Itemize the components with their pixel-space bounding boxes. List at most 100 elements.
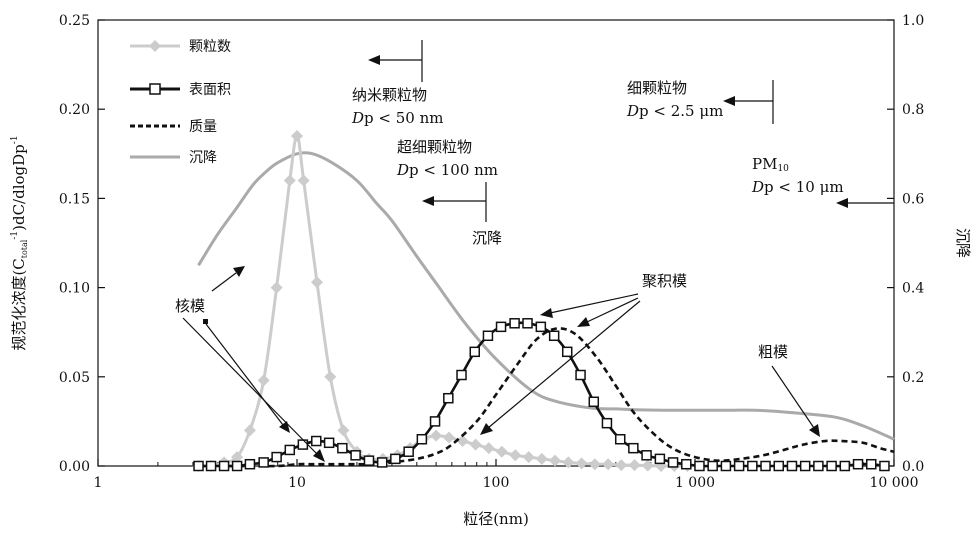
y-label-sub: total xyxy=(20,239,29,258)
annotation-fine: 细颗粒物 xyxy=(627,79,687,97)
data-point-square xyxy=(323,437,335,449)
data-point-square xyxy=(205,460,217,472)
annotation-ultra: 超细颗粒物 xyxy=(397,138,472,156)
y2-tick-label: 1.0 xyxy=(902,13,924,29)
data-point-diamond xyxy=(324,370,337,383)
x-tick-label: 1 xyxy=(94,475,103,491)
annotation-fine-dp: Dp < 2.5 μm xyxy=(626,102,723,120)
data-point-square xyxy=(852,458,864,470)
y2-tick-label: 0.2 xyxy=(902,370,924,386)
data-point-square xyxy=(390,453,401,465)
data-point-square xyxy=(681,458,692,470)
data-point-diamond xyxy=(257,374,270,387)
legend-diamond-icon xyxy=(149,40,161,52)
annotation-coarse: 粗模 xyxy=(758,343,788,361)
data-point-diamond xyxy=(562,456,575,469)
data-point-square xyxy=(456,369,467,381)
data-point-square xyxy=(469,346,480,358)
data-point-square xyxy=(707,460,718,472)
series-3 xyxy=(197,151,895,441)
data-point-square xyxy=(337,442,348,454)
data-point-square xyxy=(561,346,573,358)
legend-label-3: 沉降 xyxy=(189,150,217,166)
annotation-ultra-dp: Dp < 100 nm xyxy=(396,161,498,179)
data-point-square xyxy=(773,460,785,472)
data-point-square xyxy=(614,433,626,445)
data-point-square xyxy=(509,318,520,329)
data-point-square xyxy=(231,460,243,472)
annotations: 纳米颗粒物 Dp < 50 nm 超细颗粒物 Dp < 100 nm 沉降 细颗… xyxy=(175,40,894,462)
y-tick-label: 0.00 xyxy=(59,459,90,475)
data-point-square xyxy=(311,435,322,447)
data-point-diamond xyxy=(283,174,296,187)
data-point-diamond xyxy=(522,451,535,464)
y2-tick-label: 0.6 xyxy=(902,191,924,207)
data-point-square xyxy=(258,457,269,468)
data-point-square xyxy=(244,458,256,470)
data-point-diamond xyxy=(641,459,654,472)
data-point-diamond xyxy=(628,459,641,472)
data-point-diamond xyxy=(602,458,615,471)
data-point-square xyxy=(522,318,533,329)
data-point-square xyxy=(548,330,560,342)
data-point-square xyxy=(839,460,851,472)
data-point-diamond xyxy=(291,129,303,142)
y-label-part2: )dC/dlogDp xyxy=(10,144,28,231)
data-point-square xyxy=(667,457,679,468)
data-point-diamond xyxy=(430,429,443,442)
data-point-square xyxy=(535,321,547,333)
data-point-square xyxy=(641,450,652,461)
data-point-square xyxy=(879,460,890,472)
data-point-diamond xyxy=(310,276,323,289)
data-point-square xyxy=(297,439,309,450)
data-point-square xyxy=(654,453,666,465)
data-point-square xyxy=(694,460,705,472)
arrow-left-icon xyxy=(368,55,380,65)
series-2 xyxy=(198,327,895,468)
y-axis-label: 规范化浓度(Ctotal-1)dC/dlogDp-1 xyxy=(10,135,29,350)
y2-tick-label: 0.0 xyxy=(902,459,924,475)
y-tick-label: 0.15 xyxy=(59,191,90,207)
x-tick-label: 10 xyxy=(288,475,306,491)
data-point-diamond xyxy=(575,457,588,470)
annotation-pm10: PM10 xyxy=(752,155,789,174)
series-0 xyxy=(192,129,694,472)
data-point-square xyxy=(218,460,230,472)
series-1 xyxy=(193,318,890,472)
y2-tick-label: 0.4 xyxy=(902,281,924,297)
legend-label-0: 颗粒数 xyxy=(189,39,231,55)
data-point-square xyxy=(575,369,586,381)
data-point-square xyxy=(628,442,639,454)
arrow-up-right-icon xyxy=(233,266,245,277)
arrow-left-icon xyxy=(422,196,434,206)
data-point-square xyxy=(733,460,745,472)
y-label-sup: -1 xyxy=(10,231,20,240)
annotation-pm10-dp: Dp < 10 μm xyxy=(751,178,844,196)
series-layer xyxy=(192,129,895,472)
data-point-diamond xyxy=(297,174,310,187)
data-point-diamond xyxy=(243,424,256,437)
series-line xyxy=(198,327,895,468)
annotation-accumulation: 聚积模 xyxy=(642,272,687,290)
annotation-nucleation: 核模 xyxy=(175,297,205,315)
legend-label-1: 表面积 xyxy=(189,82,231,98)
data-point-square xyxy=(403,446,414,457)
data-point-diamond xyxy=(231,451,244,464)
axis-ticks: 1 10 100 1 000 10 000 0.00 0.05 0.10 0.15 0.20 0.2… xyxy=(59,13,925,491)
arrow-left-icon xyxy=(836,198,848,208)
data-point-square xyxy=(443,392,454,404)
legend-square-icon xyxy=(149,83,161,95)
series-line xyxy=(198,134,688,468)
data-point-diamond xyxy=(469,438,482,451)
arrow-down-left-icon xyxy=(480,423,493,435)
data-point-diamond xyxy=(615,459,628,472)
annotation-nano-dp: Dp < 50 nm xyxy=(351,109,443,127)
legend: 颗粒数 表面积 质量 沉降 xyxy=(130,39,231,166)
data-point-diamond xyxy=(337,424,350,437)
svg-text:规范化浓度(Ctotal-1)dC/dlogDp-1: 规范化浓度(Ctotal-1)dC/dlogDp-1 xyxy=(10,135,29,350)
data-point-square xyxy=(786,460,798,472)
data-point-square xyxy=(813,460,824,472)
data-point-square xyxy=(193,460,204,472)
